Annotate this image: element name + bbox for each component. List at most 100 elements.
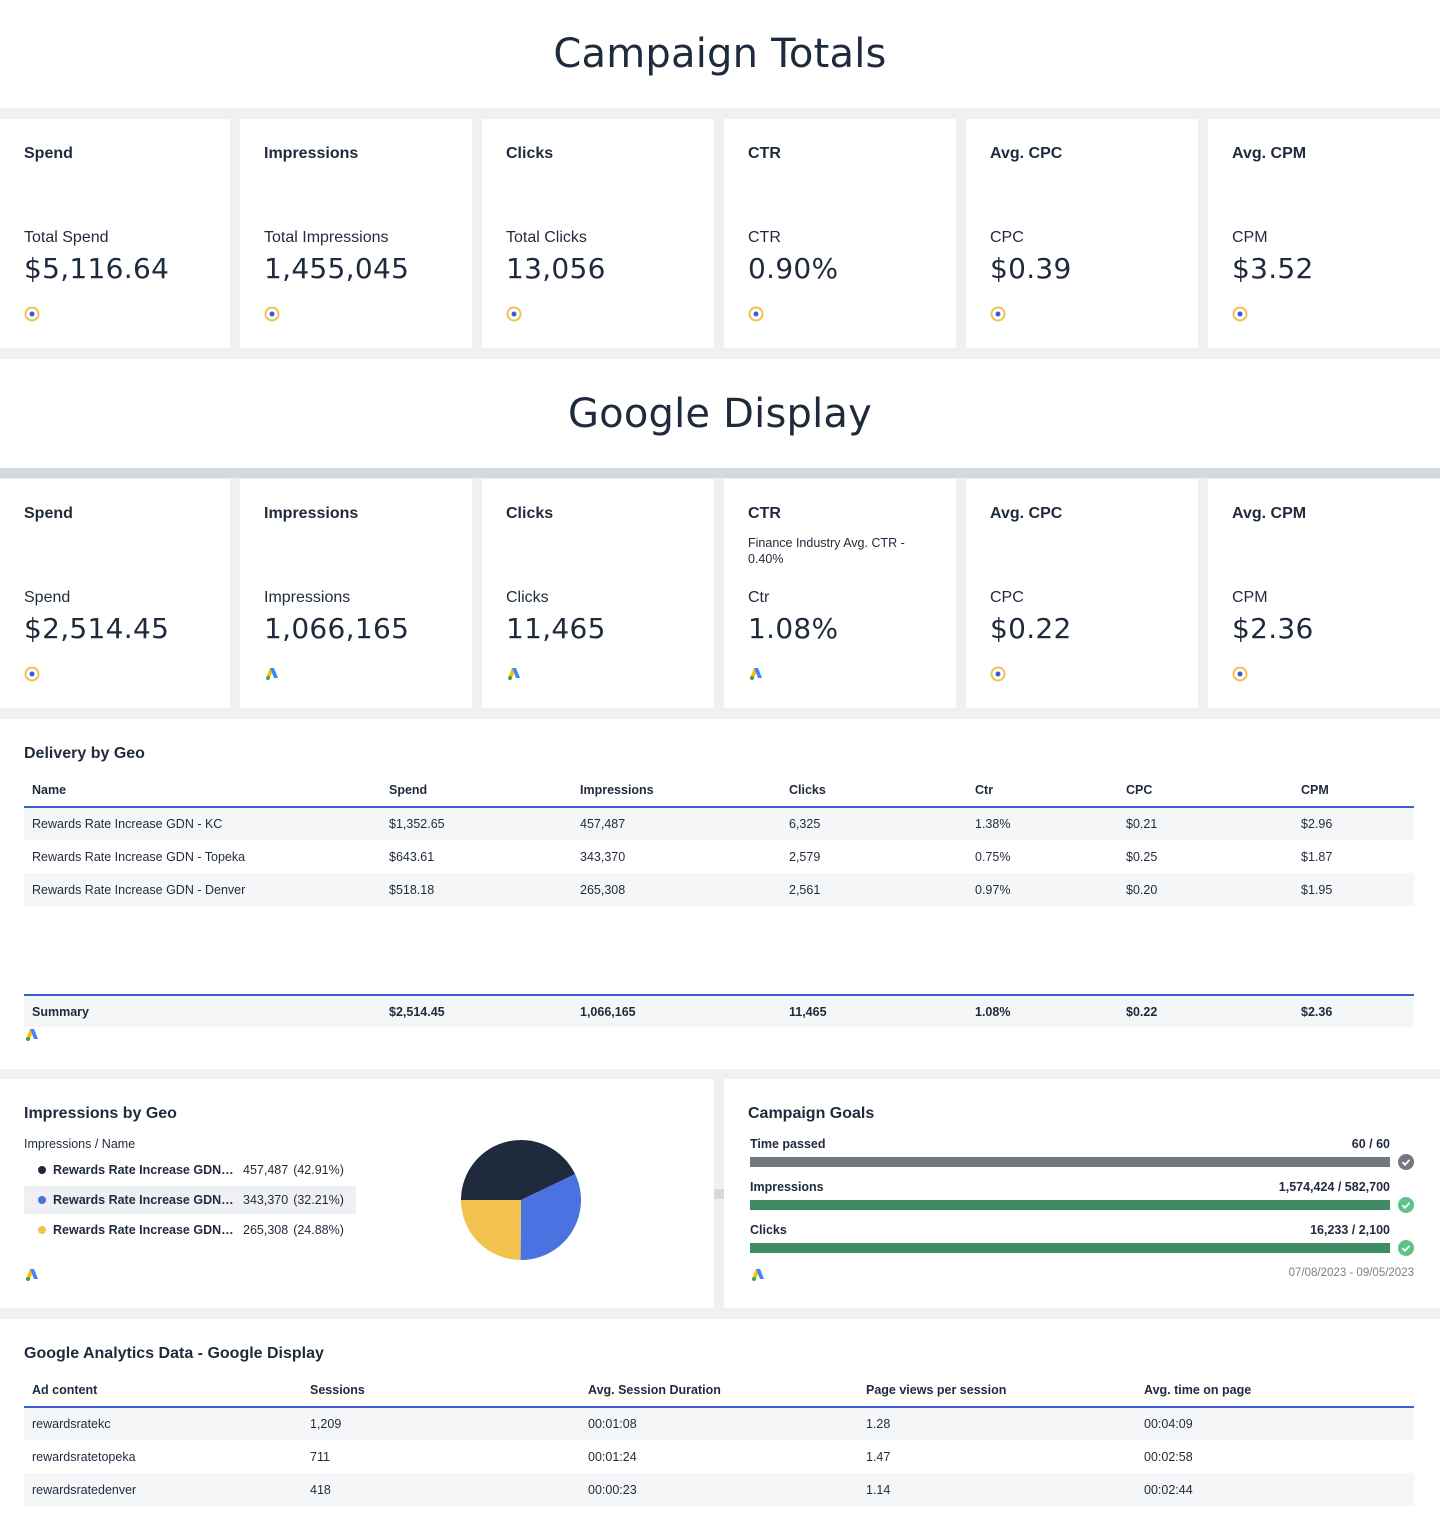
summary-cell: Summary: [32, 1005, 89, 1019]
metric-card: Avg. CPM CPM $3.52: [1208, 119, 1440, 348]
impressions-by-geo-subtitle: Impressions / Name: [24, 1137, 136, 1151]
table-cell: 1.28: [858, 1407, 1136, 1440]
table-cell: 00:01:08: [580, 1407, 858, 1440]
table-row: rewardsratedenver 418 00:00:23 1.14 00:02:44: [24, 1473, 1414, 1506]
geo-column-header[interactable]: Ctr: [967, 774, 1118, 808]
table-cell: rewardsratetopeka: [32, 1449, 136, 1464]
legend-percent: (42.91%): [293, 1163, 344, 1177]
impressions-by-geo-title: Impressions by Geo: [24, 1105, 177, 1122]
table-cell: 00:02:44: [1136, 1473, 1414, 1506]
metric-card: CTR Finance Industry Avg. CTR - 0.40% Ctr 1…: [724, 479, 956, 708]
legend-name: Rewards Rate Increase GDN - Topeka: [53, 1193, 235, 1207]
legend-item[interactable]: Rewards Rate Increase GDN - Denver 265,30…: [24, 1216, 356, 1244]
resize-handle[interactable]: [714, 1189, 724, 1199]
table-cell: 265,308: [572, 873, 781, 906]
target-icon: [1232, 306, 1248, 322]
metric-card: Clicks Clicks 11,465: [482, 479, 714, 708]
metric-title: CTR: [748, 505, 781, 522]
check-icon: [1398, 1240, 1414, 1256]
metric-label: CTR: [748, 229, 781, 246]
goal-progress-bar: [750, 1157, 1390, 1167]
geo-column-header[interactable]: Clicks: [781, 774, 967, 808]
metric-value: 13,056: [506, 252, 606, 285]
pie-slice[interactable]: [520, 1174, 581, 1260]
legend-item[interactable]: Rewards Rate Increase GDN - KC 457,487 (42…: [24, 1156, 356, 1184]
table-cell: 418: [302, 1473, 580, 1506]
metric-title: Clicks: [506, 505, 554, 522]
table-cell: 1.38%: [967, 807, 1118, 840]
metric-card: CTR CTR 0.90%: [724, 119, 956, 348]
metric-subtitle: Finance Industry Avg. CTR - 0.40%: [748, 536, 905, 566]
table-cell: rewardsratekc: [24, 1407, 302, 1440]
metric-label: CPC: [990, 229, 1024, 246]
geo-column-header[interactable]: CPC: [1118, 774, 1293, 808]
metric-card: Impressions Impressions 1,066,165: [240, 479, 472, 708]
pie-slice[interactable]: [461, 1200, 521, 1260]
metric-card: Avg. CPC CPC $0.22: [966, 479, 1198, 708]
impressions-pie-chart[interactable]: [460, 1139, 582, 1261]
table-cell: $518.18: [381, 873, 572, 906]
goal-value: 16,233 / 2,100: [1310, 1223, 1390, 1237]
pie-slice[interactable]: [461, 1140, 576, 1200]
table-cell: rewardsratedenver: [24, 1473, 302, 1506]
metric-label: Total Clicks: [506, 229, 587, 246]
table-cell: Rewards Rate Increase GDN - KC: [24, 807, 381, 840]
google-ads-icon: [748, 666, 764, 682]
metric-card: Spend Total Spend $5,116.64: [0, 119, 230, 348]
metric-value: 1,455,045: [264, 252, 410, 285]
metric-card: Avg. CPC CPC $0.39: [966, 119, 1198, 348]
target-icon: [990, 306, 1006, 322]
table-cell: 711: [310, 1449, 330, 1464]
date-range: 07/08/2023 - 09/05/2023: [1288, 1267, 1414, 1279]
geo-column-header[interactable]: CPM: [1293, 774, 1414, 808]
target-icon: [1232, 666, 1248, 682]
metric-label: Impressions: [264, 589, 351, 606]
google-ads-icon: [506, 666, 522, 682]
legend-name: Rewards Rate Increase GDN - Denver: [53, 1223, 235, 1237]
table-cell: 00:01:24: [588, 1449, 637, 1464]
table-cell: 1,209: [302, 1407, 580, 1440]
metric-value: $0.39: [990, 252, 1072, 285]
legend-value: 343,370: [243, 1193, 289, 1207]
legend-value: 265,308: [243, 1223, 289, 1237]
metric-label: CPM: [1232, 589, 1268, 606]
metric-title: Avg. CPM: [1232, 505, 1307, 522]
geo-column-header[interactable]: Impressions: [572, 774, 781, 808]
section-divider: [0, 468, 1440, 478]
table-cell: $643.61: [389, 849, 435, 864]
google-ads-icon: [26, 1029, 38, 1041]
legend-item[interactable]: Rewards Rate Increase GDN - Topeka 343,37…: [24, 1186, 356, 1214]
legend-dot: [38, 1226, 46, 1234]
campaign-totals-title: Campaign Totals: [0, 0, 1440, 108]
metric-label: Ctr: [748, 589, 770, 606]
table-cell: $1.87: [1301, 849, 1333, 864]
table-cell: 00:02:58: [1144, 1449, 1193, 1464]
analytics-column-header[interactable]: Sessions: [302, 1374, 580, 1408]
table-cell: 1.47: [866, 1449, 891, 1464]
table-cell: 343,370: [580, 849, 626, 864]
summary-cell: 11,465: [789, 1005, 827, 1019]
metric-label: CPC: [990, 589, 1024, 606]
geo-column-header[interactable]: Name: [24, 774, 381, 808]
campaign-goals-title: Campaign Goals: [748, 1105, 875, 1122]
table-cell: Rewards Rate Increase GDN - Denver: [24, 873, 381, 906]
geo-column-header[interactable]: Spend: [381, 774, 572, 808]
table-row: Rewards Rate Increase GDN - KC $1,352.65 4…: [24, 807, 1414, 840]
metric-card: Spend Spend $2,514.45: [0, 479, 230, 708]
metric-title: Avg. CPC: [990, 145, 1063, 162]
analytics-column-header[interactable]: Page views per session: [858, 1374, 1136, 1408]
analytics-column-header[interactable]: Avg. Session Duration: [580, 1374, 858, 1408]
metric-title: CTR: [748, 145, 781, 162]
metric-title: Spend: [24, 505, 73, 522]
goal-progress-bar: [750, 1200, 1390, 1210]
table-row: rewardsratetopeka 711 00:01:24 1.47 00:02:58: [24, 1440, 1414, 1473]
table-cell: $0.21: [1118, 807, 1293, 840]
metric-card: Avg. CPM CPM $2.36: [1208, 479, 1440, 708]
metric-value: $2.36: [1232, 612, 1314, 645]
google-ads-icon: [264, 666, 280, 682]
summary-cell: $0.22: [1126, 1005, 1158, 1019]
metric-value: 1.08%: [748, 612, 839, 645]
analytics-column-header[interactable]: Ad content: [24, 1374, 302, 1408]
analytics-column-header[interactable]: Avg. time on page: [1136, 1374, 1414, 1408]
goal-progress-bar: [750, 1243, 1390, 1253]
